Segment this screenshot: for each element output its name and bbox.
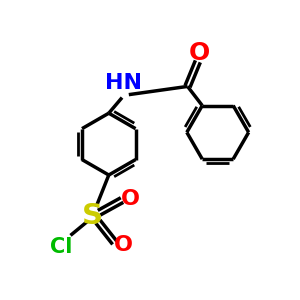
Text: S: S <box>82 202 103 230</box>
Text: O: O <box>113 235 132 255</box>
Text: HN: HN <box>105 73 142 93</box>
Text: Cl: Cl <box>50 237 73 257</box>
Text: O: O <box>121 189 140 208</box>
Text: O: O <box>189 41 210 65</box>
